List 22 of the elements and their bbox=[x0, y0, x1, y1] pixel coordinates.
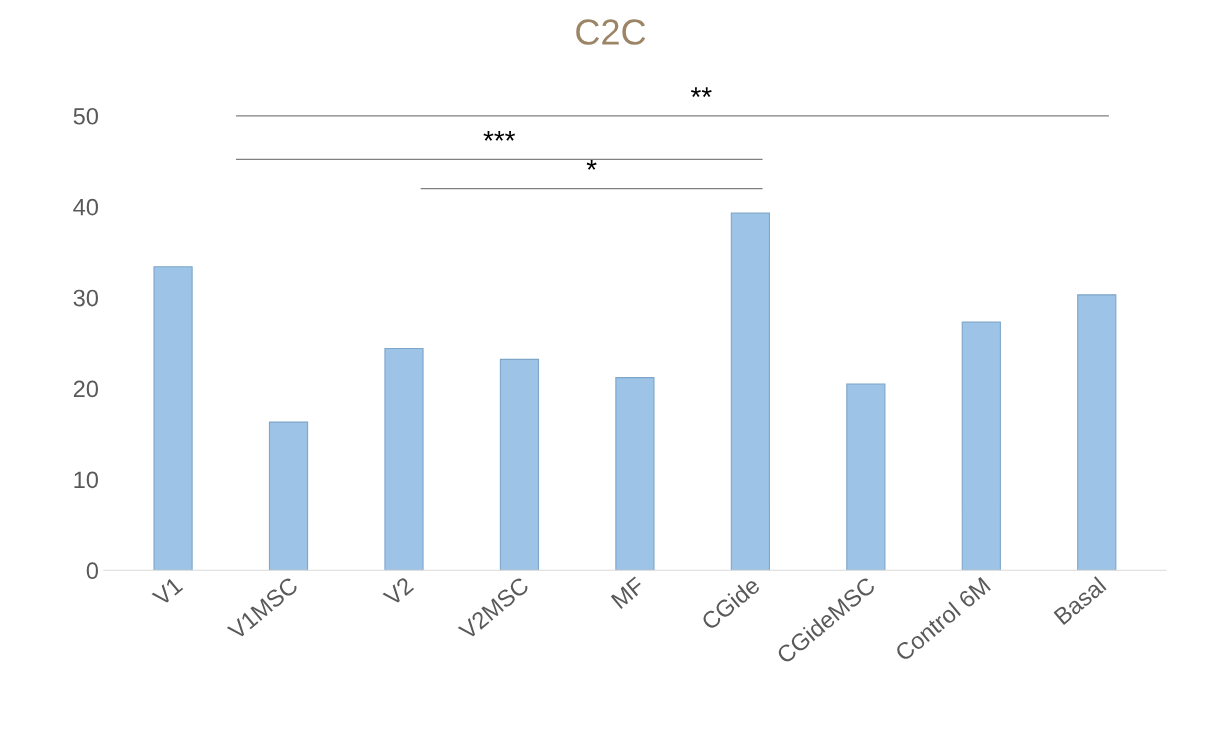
y-tick-label: 50 bbox=[73, 107, 98, 125]
text: ** bbox=[690, 87, 712, 98]
bar bbox=[153, 266, 193, 571]
y-tick-label: 30 bbox=[73, 289, 98, 307]
x-tick-label: V2 bbox=[382, 576, 415, 607]
bar bbox=[1077, 294, 1117, 571]
y-tick-label: 20 bbox=[73, 380, 98, 398]
bar bbox=[268, 421, 309, 571]
annotation: *** bbox=[483, 130, 516, 141]
bar bbox=[730, 212, 770, 571]
bar bbox=[615, 377, 655, 571]
chart-title: C2C bbox=[576, 19, 646, 45]
y-tick-label: 10 bbox=[74, 471, 98, 489]
annotation: * bbox=[586, 160, 597, 170]
bar bbox=[961, 321, 1001, 571]
y-tick-label: 40 bbox=[73, 198, 98, 216]
x-tick-label: V1 bbox=[151, 576, 184, 607]
bar bbox=[499, 358, 540, 571]
x-tick-label: MF bbox=[610, 576, 646, 609]
bar bbox=[384, 347, 424, 571]
bar bbox=[846, 383, 886, 571]
y-tick-label: 0 bbox=[86, 562, 98, 580]
